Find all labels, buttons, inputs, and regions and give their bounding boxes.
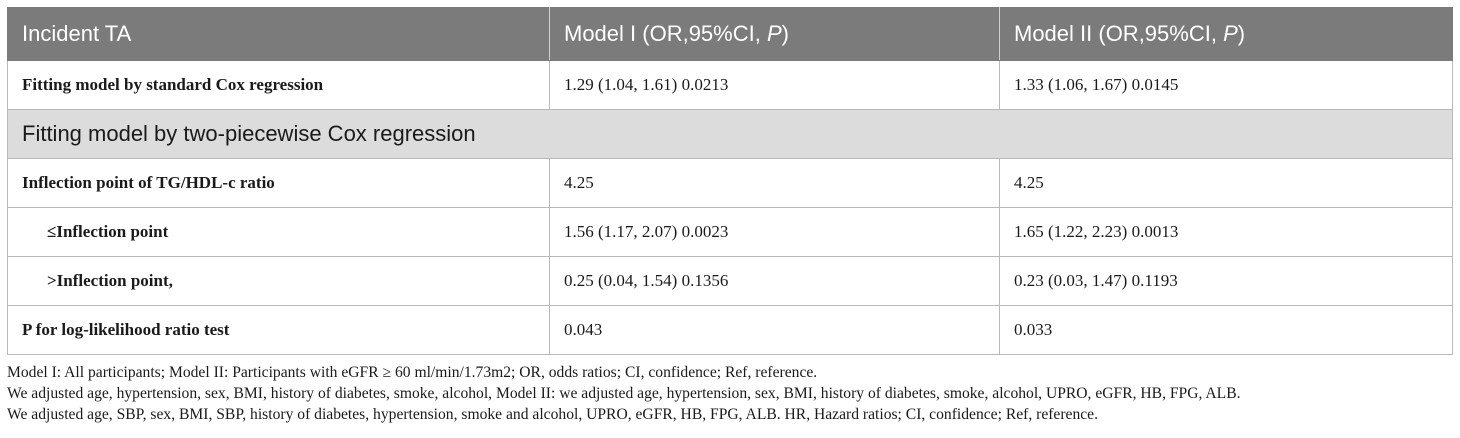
row-label: >Inflection point,	[7, 256, 550, 306]
table-row-below-inflection: ≤Inflection point 1.56 (1.17, 2.07) 0.00…	[7, 207, 1453, 257]
table-row-above-inflection: >Inflection point, 0.25 (0.04, 1.54) 0.1…	[7, 256, 1453, 306]
row-label: P for log-likelihood ratio test	[7, 305, 550, 355]
header-incident: Incident TA	[7, 7, 550, 61]
header-model-2-suffix: )	[1237, 21, 1246, 46]
footnote-line: We adjusted age, hypertension, sex, BMI,…	[7, 385, 1241, 402]
header-model-1-suffix: )	[781, 21, 789, 46]
model-1-value: 0.25 (0.04, 1.54) 0.1356	[549, 256, 1000, 306]
header-model-1: Model I (OR,95%CI, P)	[549, 7, 1000, 61]
model-2-value: 0.033	[999, 305, 1453, 355]
footnote-line: We adjusted age, SBP, sex, BMI, SBP, his…	[7, 406, 1099, 423]
model-1-value: 0.043	[549, 305, 1000, 355]
footnote-line: Model I: All participants; Model II: Par…	[7, 364, 818, 381]
section-title: Fitting model by two-piecewise Cox regre…	[7, 109, 1453, 159]
footnotes: Model I: All participants; Model II: Par…	[7, 362, 1457, 425]
model-1-value: 1.56 (1.17, 2.07) 0.0023	[549, 207, 1000, 257]
table-row-inflection-point: Inflection point of TG/HDL-c ratio 4.25 …	[7, 158, 1453, 208]
model-2-value: 4.25	[999, 158, 1453, 208]
header-model-1-p: P	[766, 21, 782, 46]
header-model-2: Model II (OR,95%CI, P)	[999, 7, 1453, 61]
model-2-value: 0.23 (0.03, 1.47) 0.1193	[999, 256, 1453, 306]
model-1-value: 4.25	[549, 158, 1000, 208]
row-label: Fitting model by standard Cox regression	[7, 60, 550, 110]
header-model-1-prefix: Model I (OR,95%CI,	[564, 21, 767, 46]
results-table: Incident TA Model I (OR,95%CI, P) Model …	[7, 7, 1453, 355]
row-label: Inflection point of TG/HDL-c ratio	[7, 158, 550, 208]
table-row-standard-cox: Fitting model by standard Cox regression…	[7, 60, 1453, 110]
model-2-value: 1.33 (1.06, 1.67) 0.0145	[999, 60, 1453, 110]
header-model-2-prefix: Model II (OR,95%CI,	[1014, 21, 1224, 46]
header-incident-label: Incident TA	[22, 21, 132, 46]
header-model-2-p: P	[1223, 21, 1238, 46]
section-row-two-piecewise: Fitting model by two-piecewise Cox regre…	[7, 109, 1453, 159]
model-2-value: 1.65 (1.22, 2.23) 0.0013	[999, 207, 1453, 257]
header-row: Incident TA Model I (OR,95%CI, P) Model …	[7, 7, 1453, 61]
row-label: ≤Inflection point	[7, 207, 550, 257]
model-1-value: 1.29 (1.04, 1.61) 0.0213	[549, 60, 1000, 110]
table-row-log-likelihood: P for log-likelihood ratio test 0.043 0.…	[7, 305, 1453, 355]
